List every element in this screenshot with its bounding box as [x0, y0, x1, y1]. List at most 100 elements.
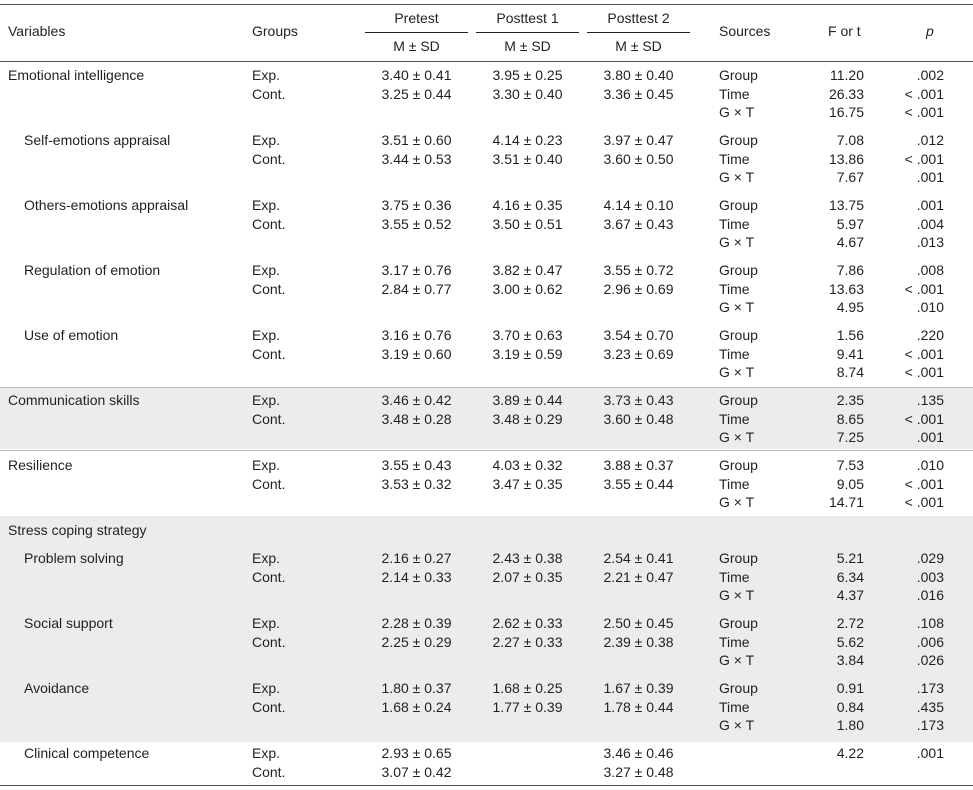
variable-label: Avoidance [24, 680, 90, 696]
source-label: Group [719, 457, 758, 473]
pretest-value: 2.16 ± 0.27 [381, 550, 452, 566]
pretest-value: 3.16 ± 0.76 [381, 327, 452, 343]
posttest2-value: 2.54 ± 0.41 [603, 550, 674, 566]
p-value: .016 [916, 587, 944, 603]
header-f-or-t: F or t [828, 23, 861, 39]
group-label: Cont. [252, 85, 286, 102]
f-value: 7.86 [836, 262, 864, 278]
pretest-value: 3.17 ± 0.76 [381, 262, 452, 278]
f-value: 14.71 [828, 494, 864, 510]
f-value: 4.95 [836, 299, 864, 315]
posttest1-value: 4.16 ± 0.35 [492, 197, 563, 213]
group-label: Cont. [252, 150, 286, 167]
posttest2-value: 3.46 ± 0.46 [603, 745, 674, 761]
header-p: p [926, 23, 934, 39]
p-value: .001 [916, 745, 944, 761]
group-label: Cont. [252, 698, 286, 715]
source-label: G × T [719, 234, 755, 250]
p-value: < .001 [904, 475, 944, 492]
p-value: < .001 [904, 85, 944, 102]
source-label: Group [719, 615, 758, 631]
posttest1-value: 2.27 ± 0.33 [492, 633, 563, 650]
posttest1-value: 3.19 ± 0.59 [492, 345, 563, 362]
pretest-value: 2.14 ± 0.33 [381, 568, 452, 585]
posttest2-value: 1.78 ± 0.44 [603, 698, 674, 715]
header-posttest1: Posttest 1 [496, 10, 559, 26]
posttest2-value: 4.14 ± 0.10 [603, 197, 674, 213]
posttest2-value: 3.80 ± 0.40 [603, 67, 674, 83]
posttest2-value: 3.97 ± 0.47 [603, 132, 674, 148]
variable-label: Clinical competence [24, 745, 150, 761]
pretest-value: 2.84 ± 0.77 [381, 280, 452, 297]
source-label: G × T [719, 494, 755, 510]
posttest2-value: 3.55 ± 0.44 [603, 475, 674, 492]
posttest2-value: 3.60 ± 0.48 [603, 410, 674, 427]
header-posttest2-rule [587, 32, 690, 33]
posttest2-value: 3.54 ± 0.70 [603, 327, 674, 343]
p-value: .006 [916, 633, 944, 650]
group-label: Cont. [252, 280, 286, 297]
group-label: Exp. [252, 615, 281, 631]
p-value: .029 [916, 550, 944, 566]
p-value: .001 [916, 169, 944, 185]
shaded-band [0, 387, 973, 449]
p-value: .013 [916, 234, 944, 250]
f-value: 5.62 [836, 633, 864, 650]
source-label: Time [719, 633, 750, 650]
p-value: .012 [916, 132, 944, 148]
group-label: Cont. [252, 568, 286, 585]
f-value: 0.84 [836, 698, 864, 715]
pretest-value: 3.55 ± 0.43 [381, 457, 452, 473]
section-rule [0, 387, 973, 388]
source-label: G × T [719, 364, 755, 380]
posttest1-value: 3.95 ± 0.25 [492, 67, 563, 83]
posttest1-value: 3.47 ± 0.35 [492, 475, 563, 492]
f-value: 2.35 [836, 392, 864, 408]
source-label: Time [719, 698, 750, 715]
p-value: < .001 [904, 364, 944, 380]
f-value: 8.65 [836, 410, 864, 427]
posttest1-value: 2.62 ± 0.33 [492, 615, 563, 631]
p-value: < .001 [904, 104, 944, 120]
source-label: Time [719, 475, 750, 492]
pretest-value: 2.25 ± 0.29 [381, 633, 452, 650]
posttest1-value: 4.14 ± 0.23 [492, 132, 563, 148]
pretest-value: 3.40 ± 0.41 [381, 67, 452, 83]
group-label: Exp. [252, 457, 281, 473]
f-value: 8.74 [836, 364, 864, 380]
p-value: < .001 [904, 150, 944, 167]
group-label: Exp. [252, 745, 281, 761]
variable-label: Regulation of emotion [24, 262, 161, 278]
p-value: .010 [916, 457, 944, 473]
source-label: Time [719, 85, 750, 102]
group-label: Exp. [252, 132, 281, 148]
pretest-value: 3.48 ± 0.28 [381, 410, 452, 427]
pretest-value: 1.68 ± 0.24 [381, 698, 452, 715]
source-label: Time [719, 215, 750, 232]
posttest2-value: 2.39 ± 0.38 [603, 633, 674, 650]
posttest2-value: 3.55 ± 0.72 [603, 262, 674, 278]
group-label: Exp. [252, 327, 281, 343]
p-value: .135 [916, 392, 944, 408]
source-label: Time [719, 150, 750, 167]
variable-label: Communication skills [8, 392, 140, 408]
posttest2-value: 3.60 ± 0.50 [603, 150, 674, 167]
f-value: 3.84 [836, 652, 864, 668]
source-label: G × T [719, 652, 755, 668]
pretest-value: 2.28 ± 0.39 [381, 615, 452, 631]
posttest2-value: 3.27 ± 0.48 [603, 763, 674, 780]
f-value: 7.08 [836, 132, 864, 148]
source-label: Time [719, 280, 750, 297]
f-value: 16.75 [828, 104, 864, 120]
f-value: 4.37 [836, 587, 864, 603]
f-value: 2.72 [836, 615, 864, 631]
source-label: Time [719, 345, 750, 362]
header-pretest-rule [365, 32, 468, 33]
shaded-band [0, 516, 973, 742]
posttest2-value: 3.88 ± 0.37 [603, 457, 674, 473]
table-bottom-rule [0, 785, 973, 786]
f-value: 13.63 [828, 280, 864, 297]
posttest1-value: 2.43 ± 0.38 [492, 550, 563, 566]
pretest-value: 3.75 ± 0.36 [381, 197, 452, 213]
source-label: G × T [719, 717, 755, 733]
